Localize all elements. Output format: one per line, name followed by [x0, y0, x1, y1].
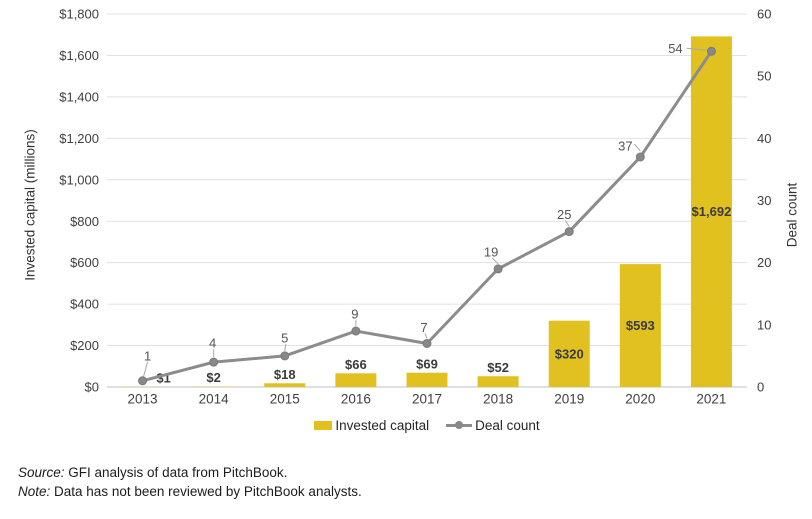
deal-count-label: 7 [420, 320, 427, 335]
label-leader [424, 333, 428, 339]
deal-count-marker [493, 264, 503, 274]
right-axis-title: Deal count [784, 182, 800, 248]
bar-2016 [335, 373, 377, 387]
legend: Invested capital Deal count [107, 416, 747, 434]
bar-2020 [619, 264, 661, 387]
deal-count-line-marker-icon [446, 421, 473, 429]
deal-count-label: 9 [351, 307, 358, 322]
left-axis-tick: $1,800 [59, 7, 99, 22]
deal-count-label: 4 [209, 336, 216, 351]
x-axis-label: 2013 [128, 392, 158, 407]
bar-value-label: $69 [416, 356, 438, 371]
label-leader [491, 257, 499, 265]
left-axis-tick: $1,600 [59, 48, 99, 63]
x-axis-label: 2021 [696, 392, 726, 407]
left-axis-tick: $0 [85, 380, 99, 395]
bar-value-label: $593 [626, 318, 655, 333]
note-text: Data has not been reviewed by PitchBook … [50, 484, 362, 499]
right-axis-tick: 20 [757, 255, 771, 270]
deal-count-marker [706, 46, 716, 56]
chart-footer: Source: GFI analysis of data from PitchB… [18, 463, 362, 501]
source-text: GFI analysis of data from PitchBook. [64, 465, 288, 480]
bar-value-label: $52 [487, 360, 509, 375]
bar-2015 [264, 383, 306, 387]
note-label: Note: [18, 484, 51, 499]
label-leader [564, 220, 570, 227]
deal-count-marker [635, 152, 645, 162]
legend-item-deal-count: Deal count [446, 418, 540, 433]
right-axis-tick: 50 [757, 69, 771, 84]
invested-capital-swatch-icon [314, 420, 333, 430]
legend-item-invested-capital: Invested capital [314, 418, 429, 433]
x-axis-label: 2017 [412, 392, 442, 407]
right-axis-tick: 30 [757, 193, 771, 208]
deal-count-label: 37 [618, 139, 632, 154]
x-axis-label: 2015 [270, 392, 300, 407]
deal-count-marker [138, 376, 148, 386]
label-leader [284, 343, 287, 351]
left-axis-tick: $1,400 [59, 89, 99, 104]
legend-label-deal-count: Deal count [475, 417, 540, 433]
left-axis-tick: $200 [70, 338, 99, 353]
right-axis-tick: 60 [757, 7, 771, 22]
left-axis-tick: $800 [70, 214, 99, 229]
x-axis-label: 2016 [341, 392, 371, 407]
left-axis-tick: $1,200 [59, 131, 99, 146]
legend-label-invested-capital: Invested capital [335, 417, 430, 433]
right-axis-tick: 0 [757, 380, 764, 395]
label-leader [686, 47, 707, 51]
label-leader [633, 143, 641, 152]
x-axis-label: 2020 [625, 392, 655, 407]
left-axis-tick: $1,000 [59, 172, 99, 187]
x-axis-label: 2018 [483, 392, 513, 407]
deal-count-label: 19 [484, 244, 498, 259]
x-axis-label: 2019 [554, 392, 584, 407]
right-axis-tick: 40 [757, 131, 771, 146]
source-line: Source: GFI analysis of data from PitchB… [18, 463, 362, 482]
right-axis-tick: 10 [757, 317, 771, 332]
left-axis-title: Invested capital (millions) [22, 129, 38, 281]
deal-count-label: 5 [281, 330, 288, 345]
bar-2021 [690, 36, 732, 387]
source-label: Source: [18, 465, 65, 480]
bar-value-label: $66 [345, 357, 367, 372]
deal-count-marker [564, 227, 574, 237]
x-axis-label: 2014 [199, 392, 230, 407]
label-leader [143, 361, 149, 377]
bar-2017 [406, 372, 448, 387]
note-line: Note: Data has not been reviewed by Pitc… [18, 482, 362, 501]
left-axis-tick: $600 [70, 255, 99, 270]
left-axis-tick: $400 [70, 297, 99, 312]
bar-2018 [477, 376, 519, 387]
deal-count-marker [422, 338, 432, 348]
combo-chart-canvas: $0 $200 $400 $600 $800 $1,000 $1,200 $1,400 $1,6… [59, 7, 771, 407]
deal-count-label: 54 [668, 41, 682, 56]
bar-value-label: $18 [274, 367, 296, 382]
deal-count-label: 1 [144, 348, 151, 363]
deal-count-marker [351, 326, 361, 336]
bar-value-label: $2 [206, 370, 220, 385]
deal-count-marker [209, 357, 219, 367]
deal-count-dot-icon [455, 421, 464, 429]
deal-count-label: 25 [557, 207, 571, 222]
bar-value-label: $1,692 [692, 204, 732, 219]
deal-count-marker [280, 351, 290, 361]
bar-2019 [548, 320, 590, 387]
bar-value-label: $320 [555, 346, 584, 361]
